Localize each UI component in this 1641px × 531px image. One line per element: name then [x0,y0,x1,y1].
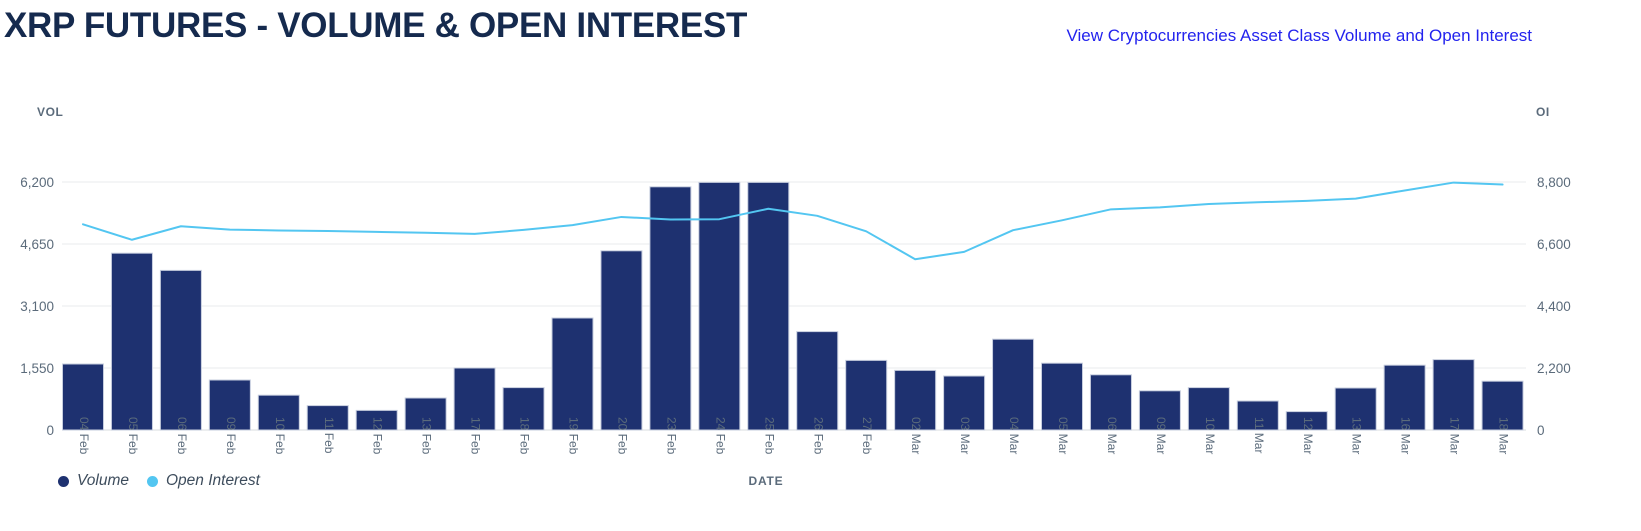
chart-legend: Volume Open Interest [58,472,260,490]
volume-bar[interactable] [1138,390,1181,431]
x-axis-tick-label: 16 Mar [1399,417,1413,454]
volume-bar[interactable] [1432,359,1475,431]
volume-bar[interactable] [1236,400,1279,431]
volume-bar[interactable] [1187,387,1230,431]
right-axis-title: OI [1536,105,1550,119]
volume-bar[interactable] [62,363,104,431]
volume-bar[interactable] [110,252,153,431]
x-axis-tick-label: 13 Feb [420,417,434,455]
right-axis-tick-label: 4,400 [1537,299,1571,314]
volume-bar[interactable] [1089,374,1132,431]
volume-bar[interactable] [649,186,692,431]
x-axis-tick-label: 04 Mar [1007,417,1021,454]
page-title: XRP FUTURES - VOLUME & OPEN INTEREST [4,6,748,45]
volume-bar[interactable] [845,359,888,431]
x-axis-tick-label: 19 Feb [567,417,581,455]
right-axis-tick-label: 6,600 [1537,237,1571,252]
volume-bar[interactable] [306,405,349,431]
x-axis-tick-label: 27 Feb [860,417,874,455]
left-axis-tick-label: 4,650 [20,237,54,252]
x-axis-tick-label: 18 Mar [1497,417,1511,454]
x-axis-tick-label: 05 Mar [1056,417,1070,454]
volume-bar[interactable] [943,375,986,431]
volume-bar[interactable] [159,269,202,431]
volume-bar[interactable] [600,250,643,431]
volume-bar[interactable] [698,181,741,431]
x-axis-tick-label: 11 Feb [322,417,336,454]
volume-bar[interactable] [1285,411,1328,431]
x-axis-tick-label: 09 Mar [1154,417,1168,454]
left-axis-tick-label: 3,100 [20,299,54,314]
x-axis-tick-label: 13 Mar [1350,417,1364,454]
volume-bar[interactable] [502,387,545,431]
open-interest-line[interactable] [82,181,1504,261]
volume-bar[interactable] [894,369,937,431]
x-axis-tick-label: 17 Mar [1448,417,1462,454]
x-axis-tick-label: 26 Feb [811,417,825,455]
volume-bar[interactable] [1481,380,1524,431]
x-axis-tick-label: 10 Mar [1203,417,1217,454]
volume-bar[interactable] [796,331,839,431]
volume-bar[interactable] [1041,362,1083,431]
x-axis-tick-label: 25 Feb [762,417,776,455]
volume-bar[interactable] [551,317,594,431]
volume-bar[interactable] [355,409,398,431]
x-axis-tick-label: 10 Feb [273,417,287,455]
left-axis-tick-label: 1,550 [20,361,54,376]
volume-bar[interactable] [747,181,790,431]
x-axis-tick-label: 05 Feb [126,417,140,455]
volume-bar[interactable] [404,397,447,431]
left-axis-tick-label: 0 [46,423,54,438]
open-interest-swatch-icon [146,475,158,487]
x-axis-tick-label: 11 Mar [1252,417,1266,453]
volume-bar[interactable] [453,367,496,431]
left-axis-title: VOL [37,105,64,119]
right-axis-tick-label: 2,200 [1537,361,1571,376]
x-axis-tick-label: 06 Mar [1105,417,1119,454]
x-axis-tick-label: 20 Feb [615,417,629,455]
volume-bar[interactable] [208,379,251,431]
x-axis-tick-label: 12 Mar [1301,417,1315,454]
legend-item-volume[interactable]: Volume [58,472,129,490]
x-axis-tick-label: 12 Feb [371,417,385,455]
legend-open-interest-label: Open Interest [165,472,260,489]
volume-bar[interactable] [1334,387,1377,431]
legend-item-open-interest[interactable]: Open Interest [146,472,260,490]
volume-swatch-icon [58,475,69,487]
x-axis-tick-label: 04 Feb [77,417,91,455]
volume-bar[interactable] [992,338,1035,431]
x-axis-tick-label: 17 Feb [469,417,483,455]
x-axis-tick-label: 06 Feb [175,417,189,455]
x-axis-title: DATE [748,474,784,488]
asset-class-volume-link[interactable]: View Cryptocurrencies Asset Class Volume… [1066,26,1532,45]
x-axis-tick-label: 09 Feb [224,417,238,455]
x-axis-tick-label: 23 Feb [664,417,678,455]
legend-volume-label: Volume [77,472,129,489]
volume-bar[interactable] [257,394,300,431]
volume-bar[interactable] [1383,364,1426,431]
right-axis-tick-label: 0 [1537,423,1545,438]
right-axis-tick-label: 8,800 [1537,175,1571,190]
x-axis-tick-label: 24 Feb [713,417,727,455]
left-axis-tick-label: 6,200 [20,175,54,190]
x-axis-tick-label: 02 Mar [909,417,923,454]
x-axis-tick-label: 03 Mar [958,417,972,454]
x-axis-tick-label: 18 Feb [518,417,532,455]
